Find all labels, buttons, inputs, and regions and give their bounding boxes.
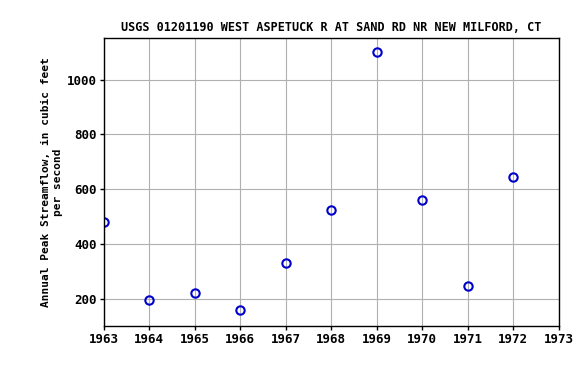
- Y-axis label: Annual Peak Streamflow, in cubic feet
per second: Annual Peak Streamflow, in cubic feet pe…: [41, 58, 63, 307]
- Title: USGS 01201190 WEST ASPETUCK R AT SAND RD NR NEW MILFORD, CT: USGS 01201190 WEST ASPETUCK R AT SAND RD…: [121, 22, 541, 35]
